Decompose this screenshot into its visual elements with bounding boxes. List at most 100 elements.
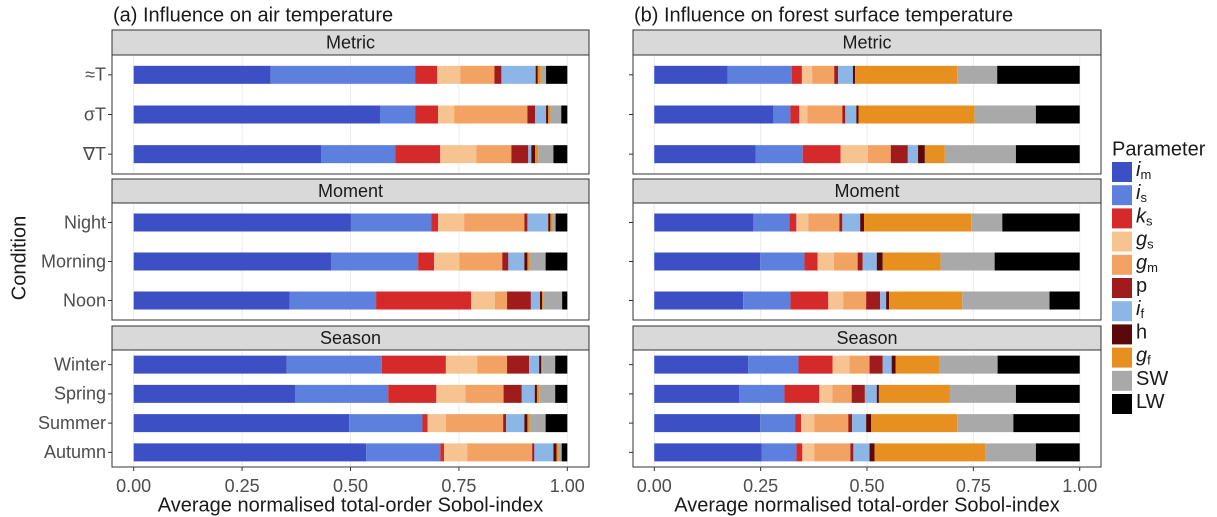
legend-name: g [1136,252,1147,274]
bar-segment [529,252,546,271]
facet-title: Moment [318,181,383,201]
bar-segment [727,65,792,84]
bar-segment [431,213,439,232]
x-axis-label: Average normalised total-order Sobol-ind… [674,494,1059,516]
bar-segment [558,443,562,462]
bar-segment [545,252,568,271]
bar-segment [133,213,351,232]
x-axis-label: Average normalised total-order Sobol-ind… [158,494,543,516]
bar-segment [866,291,881,310]
bar-segment [985,443,1036,462]
bar-segment [552,213,556,232]
legend-name: SW [1136,368,1168,390]
bar-segment [843,291,867,310]
legend-name: g [1136,345,1147,367]
bar-segment [940,252,995,271]
bar-segment [494,291,508,310]
bar-segment [753,213,790,232]
bar-segment [1035,443,1080,462]
bar-segment [379,105,416,124]
bar-segment [848,414,853,433]
legend-label: is [1136,182,1147,205]
bar-segment [957,414,1014,433]
bar-segment [840,145,868,164]
bar-segment [350,213,432,232]
bar-segment [415,105,439,124]
bar-segment [997,355,1080,374]
legend-key [1112,254,1132,275]
bar-segment [798,355,833,374]
bar-segment [550,213,553,232]
y-tick-label: σT [84,104,106,124]
legend-key [1112,324,1132,345]
bar-segment [802,443,815,462]
bar-segment [445,414,504,433]
bar-segment [548,213,551,232]
bar-segment [477,355,508,374]
bar-segment [839,213,843,232]
bar-segment [330,252,419,271]
bar-segment [555,213,568,232]
bar-segment [502,252,509,271]
bar-segment [654,291,744,310]
bar-segment [321,145,396,164]
bar-segment [376,291,472,310]
legend-label: LW [1136,391,1165,413]
legend-key [1112,185,1132,206]
bar-segment [1013,414,1080,433]
bar-segment [534,384,537,403]
bar-segment [654,213,754,232]
legend-key [1112,394,1132,414]
bar-segment [789,213,797,232]
bar-segment [866,414,872,433]
bar-segment [654,252,761,271]
chart-title: (a) Influence on air temperature [113,4,393,26]
legend-label: if [1136,298,1144,321]
bar-segment [796,443,803,462]
facet-title: Season [320,328,381,348]
legend-label: ks [1136,206,1153,229]
bar-segment [454,105,528,124]
bar-segment [507,291,531,310]
bar-segment [440,443,445,462]
bar-segment [790,105,800,124]
bar-segment [882,252,941,271]
bar-segment [543,291,563,310]
x-tick-label: 1.00 [550,476,585,496]
bar-segment [760,414,796,433]
bar-segment [542,291,544,310]
legend-title: Parameter [1112,138,1206,160]
bar-segment [869,443,875,462]
bar-segment [832,355,850,374]
bar-segment [527,213,549,232]
y-tick-label: Autumn [44,442,106,462]
bar-segment [850,443,854,462]
bar-segment [539,291,543,310]
legend-key [1112,278,1132,298]
bar-segment [529,414,546,433]
legend-key [1112,162,1132,182]
x-tick-label: 0.00 [116,476,151,496]
bar-segment [876,384,879,403]
bar-segment [459,252,503,271]
x-tick-label: 0.50 [333,476,368,496]
bar-segment [471,291,495,310]
bar-segment [801,65,813,84]
bar-segment [918,145,925,164]
bar-segment [541,355,543,374]
bar-segment [891,355,896,374]
bar-segment [760,252,805,271]
y-tick-label: Morning [41,251,106,271]
bar-segment [524,252,528,271]
bar-segment [895,355,940,374]
bar-segment [524,414,528,433]
facet-strip [632,29,1102,56]
legend-key [1112,208,1132,229]
bar-segment [858,105,975,124]
bar-segment [832,384,852,403]
bar-segment [438,213,465,232]
bar-segment [133,355,287,374]
bar-segment [460,65,495,84]
facet-title: Moment [834,181,899,201]
x-tick-label: 0.50 [849,476,884,496]
